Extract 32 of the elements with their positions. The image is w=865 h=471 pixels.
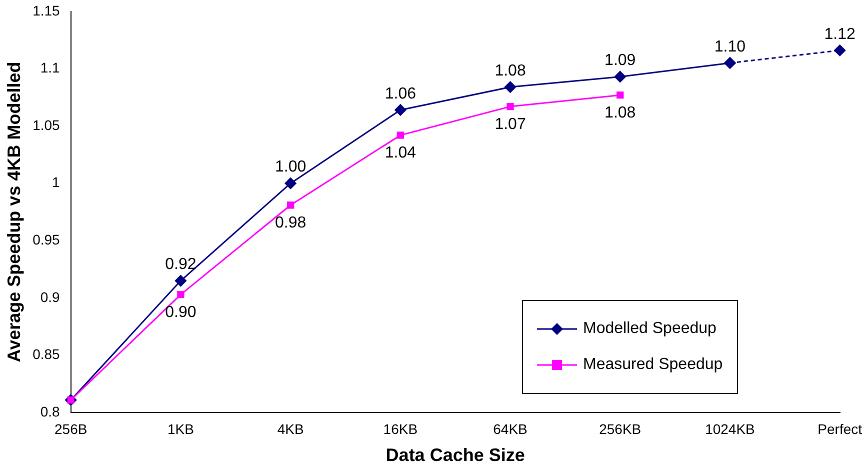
x-tick-label: 256KB	[599, 420, 642, 437]
data-label: 0.90	[165, 304, 196, 321]
y-axis-title: Average Speedup vs 4KB Modelled	[4, 62, 24, 362]
data-label: 1.08	[494, 62, 526, 80]
y-tick-label: 0.9	[40, 288, 60, 305]
data-label: 1.07	[494, 116, 526, 133]
y-tick-label: 1	[52, 174, 60, 190]
x-tick-label: 4KB	[277, 420, 304, 437]
y-tick-label: 0.8	[40, 403, 60, 420]
data-label: 1.04	[384, 144, 416, 162]
legend-label: Modelled Speedup	[583, 320, 716, 338]
x-tick-label: 1024KB	[705, 420, 755, 437]
x-tick-label: 64KB	[493, 420, 528, 437]
data-label: 1.06	[384, 85, 416, 102]
x-tick-label: 16KB	[383, 420, 418, 437]
legend-label: Measured Speedup	[583, 356, 723, 374]
data-label: 0.92	[165, 256, 196, 274]
data-label: 1.00	[274, 158, 306, 176]
data-label: 1.12	[824, 26, 856, 43]
y-tick-label: 0.95	[32, 232, 60, 248]
x-axis-title: Data Cache Size	[386, 445, 525, 466]
data-label: 1.10	[714, 38, 746, 56]
data-label: 1.09	[604, 52, 636, 70]
x-tick-label: Perfect	[818, 420, 862, 437]
y-tick-label: 1.05	[32, 116, 60, 133]
data-label: 0.98	[274, 214, 306, 232]
y-tick-label: 1.1	[40, 60, 60, 76]
x-tick-label: 1KB	[167, 420, 194, 437]
data-label: 1.08	[604, 104, 636, 122]
y-tick-label: 1.15	[32, 2, 60, 18]
y-tick-label: 0.85	[32, 346, 60, 362]
x-tick-label: 256B	[54, 420, 88, 437]
